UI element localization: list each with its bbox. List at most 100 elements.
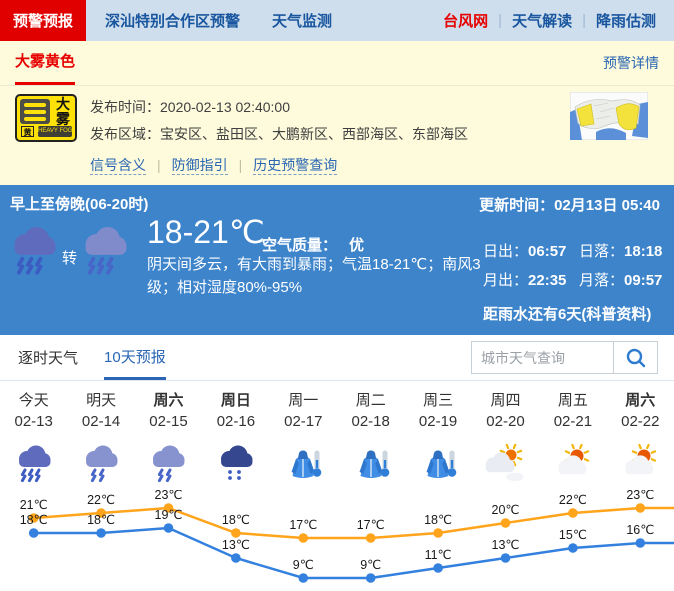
heavy-fog-warning-icon: 大雾 黄 HEAVY FOG — [15, 94, 77, 142]
forecast-day[interactable]: 周日 02-16 — [202, 380, 269, 487]
forecast-tab-0[interactable]: 逐时天气 — [18, 350, 79, 367]
svg-text:18℃: 18℃ — [424, 513, 452, 527]
forecast-day[interactable]: 明天 02-14 — [67, 380, 134, 487]
cold-icon — [404, 441, 471, 487]
publish-time-line: 发布时间：2020-02-13 02:40:00 — [90, 97, 468, 117]
sun-moon-item-0: 日出：06:57 — [483, 243, 567, 260]
day-name: 今天 — [18, 392, 49, 409]
day-name: 周六 — [153, 392, 184, 409]
city-search — [471, 341, 658, 374]
warning-title-tab[interactable]: 大雾黄色 — [15, 41, 76, 85]
forecast-day[interactable]: 今天 02-13 — [0, 380, 67, 487]
publish-area-line: 发布区域：宝安区、盐田区、大鹏新区、西部海区、东部海区 — [90, 124, 468, 144]
storm-rain-icon — [8, 225, 60, 282]
sun-cloud-icon — [539, 441, 606, 487]
day-date: 02-19 — [418, 413, 458, 430]
day-name: 周五 — [557, 392, 588, 409]
warning-link-separator: | — [238, 157, 243, 173]
city-search-input[interactable] — [471, 341, 613, 374]
temp-chart: 21℃ 22℃ 23℃ 18℃ 17℃ 17℃ 18℃ 20℃ 22℃ 23℃ 18℃ 18℃ 19℃ 1… — [0, 488, 674, 591]
day-name: 周一 — [288, 392, 319, 409]
nav-tab-0[interactable]: 预警预报 — [0, 0, 87, 41]
forecast-day[interactable]: 周二 02-18 — [337, 380, 404, 487]
publish-area-label: 发布区域： — [90, 126, 160, 142]
forecast-tabs: 逐时天气 10天预报 — [18, 335, 674, 380]
svg-text:22℃: 22℃ — [87, 493, 115, 507]
update-time-value: 02月13日 05:40 — [554, 197, 660, 214]
nav-tab-2[interactable]: 天气监测 — [272, 13, 333, 30]
day-date: 02-18 — [351, 413, 390, 430]
forecast-day[interactable]: 周六 02-15 — [135, 380, 202, 487]
day-name: 周日 — [220, 392, 251, 409]
air-quality-value: 优 — [349, 237, 365, 254]
svg-text:20℃: 20℃ — [492, 503, 520, 517]
publish-area-value: 宝安区、盐田区、大鹏新区、西部海区、东部海区 — [160, 126, 468, 142]
air-quality-label: 空气质量： — [262, 237, 338, 254]
cold-icon — [337, 441, 404, 487]
svg-text:18℃: 18℃ — [222, 513, 250, 527]
drizzle-icon — [202, 441, 269, 487]
fog-label-cn: 大雾 — [56, 96, 70, 127]
warning-detail-link[interactable]: 预警详情 — [603, 55, 659, 71]
nav-tab-1[interactable]: 深汕特别合作区预警 — [105, 13, 241, 30]
update-time: 更新时间：02月13日 05:40 — [479, 194, 660, 215]
rain-countdown-link[interactable]: 距雨水还有6天(科普资料) — [483, 306, 652, 323]
current-weather-icons: 转 — [8, 225, 131, 282]
search-button[interactable] — [613, 341, 658, 374]
weather-description: 阴天间多云，有大雨到暴雨；气温18-21℃；南风3级；相对湿度80%-95% — [147, 256, 481, 296]
cloudy-sun-icon — [472, 441, 539, 487]
fog-bars-glyph — [20, 99, 50, 124]
transition-label: 转 — [62, 250, 78, 267]
forecast-days: 今天 02-13 明天 02-14 周六 02-15 周日 02-16 周一 02-17 周二 02-… — [0, 380, 674, 487]
sun-moon-times: 日出：06:57 日落：18:18 月出：22:35 月落：09:57 — [483, 240, 662, 290]
forecast-day[interactable]: 周一 02-17 — [270, 380, 337, 487]
rain-icon — [135, 441, 202, 487]
forecast-tabbar: 逐时天气 10天预报 — [0, 335, 674, 381]
day-date: 02-16 — [216, 413, 256, 430]
day-date: 02-13 — [14, 413, 53, 430]
sun-cloud-icon — [607, 441, 674, 487]
svg-text:13℃: 13℃ — [492, 538, 520, 552]
forecast-day[interactable]: 周三 02-19 — [404, 380, 471, 487]
day-date: 02-22 — [621, 413, 660, 430]
day-date: 02-17 — [284, 413, 323, 430]
warning-link-2[interactable]: 历史预警查询 — [253, 157, 338, 175]
shenzhen-warning-map[interactable] — [569, 91, 649, 141]
forecast-day[interactable]: 周六 02-22 — [607, 380, 674, 487]
warning-body: 大雾 黄 HEAVY FOG 发布时间：2020-02-13 02:40:00 … — [0, 86, 674, 175]
svg-text:13℃: 13℃ — [222, 538, 250, 552]
forecast-day[interactable]: 周四 02-20 — [472, 380, 539, 487]
nav-link-0[interactable]: 台风网 — [443, 13, 489, 30]
svg-text:23℃: 23℃ — [626, 490, 654, 502]
nav-link-2[interactable]: 降雨估测 — [595, 13, 656, 30]
svg-text:18℃: 18℃ — [87, 513, 115, 527]
forecast-period: 早上至傍晚(06-20时) — [10, 196, 149, 213]
svg-text:9℃: 9℃ — [293, 558, 314, 572]
warning-section: 大雾黄色 预警详情 大雾 黄 HEAVY FOG 发布时间：2020-02-13… — [0, 41, 674, 185]
day-name: 明天 — [86, 392, 117, 409]
svg-text:9℃: 9℃ — [360, 558, 381, 572]
warning-link-0[interactable]: 信号含义 — [90, 157, 146, 175]
sun-moon-item-2: 月出：22:35 — [483, 272, 567, 289]
sun-moon-item-3: 月落：09:57 — [579, 272, 663, 289]
fog-label-en: HEAVY FOG — [38, 126, 72, 137]
rain-icon — [67, 441, 134, 487]
cold-icon — [270, 441, 337, 487]
svg-text:21℃: 21℃ — [20, 498, 48, 512]
svg-text:15℃: 15℃ — [559, 528, 587, 542]
heavy-rain-icon — [79, 225, 131, 282]
forecast-tab-1[interactable]: 10天预报 — [104, 335, 166, 380]
warning-link-1[interactable]: 防御指引 — [171, 157, 228, 175]
nav-link-1[interactable]: 天气解读 — [512, 13, 573, 30]
day-name: 周三 — [423, 392, 454, 409]
warning-header: 大雾黄色 预警详情 — [0, 41, 674, 86]
publish-time-label: 发布时间： — [90, 99, 160, 115]
warning-info: 发布时间：2020-02-13 02:40:00 发布区域：宝安区、盐田区、大鹏… — [90, 94, 468, 175]
day-date: 02-21 — [553, 413, 593, 430]
search-icon — [626, 348, 645, 367]
nav-separator: | — [498, 12, 503, 29]
day-date: 02-14 — [81, 413, 121, 430]
forecast-day[interactable]: 周五 02-21 — [539, 380, 606, 487]
fog-level-badge: 黄 — [21, 126, 34, 137]
publish-time-value: 2020-02-13 02:40:00 — [160, 99, 290, 115]
